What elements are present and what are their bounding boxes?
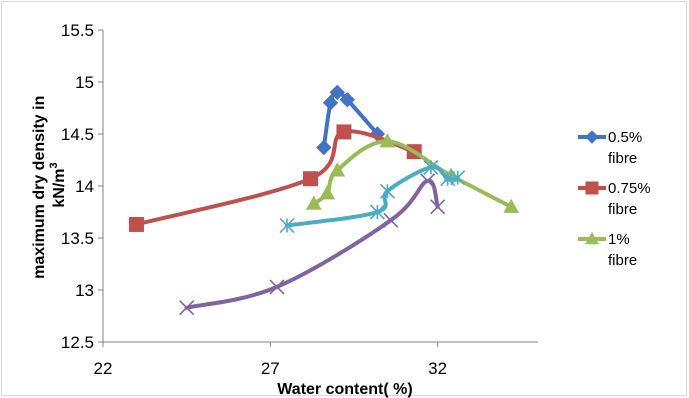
x-marker (420, 173, 436, 189)
legend: 0.5% fibre 0.75% fibre 1% fibre (578, 129, 651, 269)
legend-entry: 1% fibre (578, 231, 637, 269)
series-4 (279, 159, 466, 234)
square-marker (128, 216, 144, 232)
y-axis-title-line2: kN/m (51, 169, 68, 208)
series-layer (128, 84, 520, 316)
y-tick-label: 14 (75, 177, 94, 196)
series-line (134, 129, 417, 227)
x-tick-label: 27 (261, 359, 280, 378)
y-axis-title-line1: maximum dry density in (31, 96, 48, 279)
legend-label: 1% (608, 231, 630, 248)
legend-label: 0.5% (608, 129, 642, 146)
legend-entry: 0.75% fibre (578, 180, 651, 218)
series-line (184, 178, 440, 310)
diamond-marker (316, 139, 332, 156)
x-stroke (420, 173, 436, 189)
diamond-marker (585, 130, 599, 144)
y-axis-title: maximum dry density in kN/m3 (31, 91, 68, 279)
asterisk-marker (379, 183, 395, 199)
y-tick-label: 13 (75, 281, 94, 300)
square-marker (302, 171, 318, 187)
series-1 (316, 84, 386, 156)
x-tick-label: 32 (428, 359, 447, 378)
asterisk-marker (450, 170, 466, 186)
x-axis-title: Water content( %) (277, 381, 412, 398)
diamond-marker (329, 84, 345, 101)
x-stroke (179, 300, 195, 316)
series-5 (179, 173, 446, 316)
y-tick-label: 15 (75, 73, 94, 92)
x-marker (269, 279, 285, 295)
triangle-marker (319, 185, 336, 200)
legend-label: 0.75% (608, 180, 651, 197)
y-tick-label: 14.5 (61, 125, 94, 144)
axes: 12.5 13 13.5 14 14.5 15 15.5 22 27 32 (61, 21, 538, 378)
y-tick-label: 12.5 (61, 333, 94, 352)
x-tick-label: 22 (94, 359, 113, 378)
square-marker (585, 181, 599, 195)
legend-label: fibre (608, 150, 637, 167)
triangle-marker (585, 231, 599, 245)
x-stroke (430, 199, 446, 215)
x-stroke (383, 212, 399, 228)
legend-entry: 0.5% fibre (578, 129, 642, 167)
asterisk-marker (369, 204, 385, 220)
x-marker (383, 212, 399, 228)
legend-label: fibre (608, 252, 637, 269)
triangle-marker (305, 195, 322, 210)
triangle-marker (503, 198, 520, 213)
asterisk-marker (279, 217, 295, 234)
triangle-marker (329, 162, 346, 177)
triangle-marker (379, 133, 396, 148)
legend-label: fibre (608, 201, 637, 218)
y-axis-title-superscript: 3 (48, 162, 60, 168)
y-tick-label: 15.5 (61, 21, 94, 40)
x-marker (179, 300, 195, 316)
y-tick-label: 13.5 (61, 229, 94, 248)
x-marker (430, 199, 446, 215)
diamond-marker (322, 95, 339, 111)
square-marker (336, 124, 352, 140)
asterisk-marker (423, 159, 439, 175)
diamond-marker (339, 91, 355, 108)
x-stroke (269, 279, 285, 295)
